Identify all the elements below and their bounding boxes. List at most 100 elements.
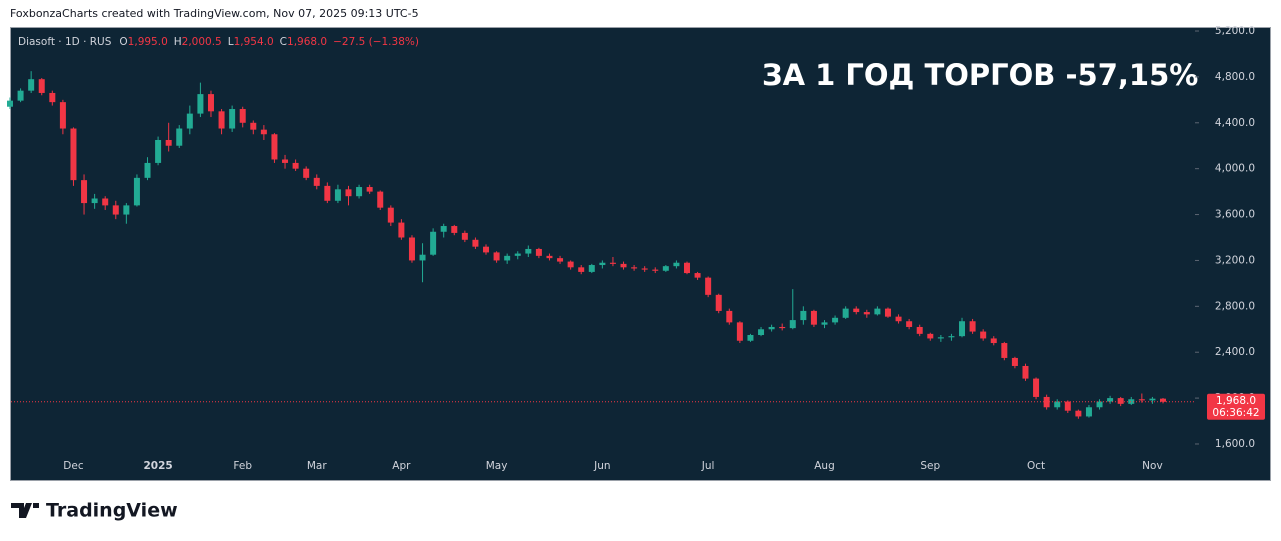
candle-body bbox=[239, 109, 246, 123]
candle-body bbox=[726, 310, 733, 323]
y-tick-label: 4,400.0 bbox=[1215, 117, 1255, 129]
ohlc-key: H bbox=[174, 36, 182, 48]
candle-body bbox=[736, 322, 743, 341]
candle-body bbox=[313, 177, 320, 186]
candle-body bbox=[197, 94, 204, 114]
candle-body bbox=[430, 231, 437, 255]
candle-body bbox=[631, 267, 638, 269]
candle-body bbox=[493, 252, 500, 261]
candle-body bbox=[472, 239, 479, 247]
candle-body bbox=[260, 129, 267, 135]
last-price-label: 1,968.0 bbox=[1216, 395, 1256, 407]
candle-body bbox=[271, 134, 278, 160]
countdown: 06:36:42 bbox=[1212, 407, 1259, 419]
candle-body bbox=[49, 92, 56, 103]
candle-body bbox=[990, 338, 997, 344]
candle-body bbox=[620, 263, 627, 268]
candle-body bbox=[874, 308, 881, 315]
x-tick-label: Nov bbox=[1142, 460, 1163, 472]
candle-body bbox=[578, 267, 585, 272]
candle-body bbox=[853, 308, 860, 313]
candle-body bbox=[789, 320, 796, 329]
candle-body bbox=[800, 310, 807, 321]
candle-body bbox=[1096, 401, 1103, 408]
candle-body bbox=[1022, 365, 1029, 379]
candle-body bbox=[810, 310, 817, 325]
candle-body bbox=[863, 312, 870, 315]
candle-body bbox=[546, 255, 553, 259]
x-tick-label: May bbox=[486, 460, 508, 472]
candle-body bbox=[112, 205, 119, 215]
candle-body bbox=[155, 139, 162, 163]
candle-body bbox=[535, 248, 542, 256]
x-tick-label: Mar bbox=[307, 460, 327, 472]
candle-body bbox=[588, 265, 595, 272]
x-tick-label: Jul bbox=[701, 460, 715, 472]
candle-body bbox=[832, 317, 839, 323]
candle-body bbox=[599, 262, 606, 266]
x-tick-label: Aug bbox=[814, 460, 835, 472]
candle-body bbox=[398, 222, 405, 238]
candle-body bbox=[514, 253, 521, 256]
x-tick-label: Apr bbox=[392, 460, 411, 472]
candle-body bbox=[884, 308, 891, 317]
candle-body bbox=[906, 321, 913, 327]
candle-body bbox=[324, 185, 331, 201]
candle-body bbox=[927, 333, 934, 339]
candle-body bbox=[641, 268, 648, 270]
candle-body bbox=[250, 122, 257, 130]
candle-body bbox=[59, 102, 66, 129]
x-tick-label: Jun bbox=[593, 460, 610, 472]
candle-body bbox=[483, 246, 490, 253]
credit: FoxbonzaCharts created with TradingView.… bbox=[10, 7, 419, 20]
ohlc-key: L bbox=[228, 36, 234, 48]
candle-body bbox=[81, 180, 88, 204]
annotation: ЗА 1 ГОД ТОРГОВ -57,15% bbox=[762, 58, 1198, 92]
candle-body bbox=[1107, 398, 1114, 402]
candle-body bbox=[218, 111, 225, 129]
candle-body bbox=[419, 254, 426, 261]
candle-body bbox=[7, 100, 13, 107]
y-tick-label: 4,000.0 bbox=[1215, 163, 1255, 175]
y-tick-label: 2,400.0 bbox=[1215, 346, 1255, 358]
candle-body bbox=[1149, 398, 1156, 401]
y-tick-label: 1,600.0 bbox=[1215, 438, 1255, 450]
candle-body bbox=[673, 262, 680, 267]
candle-body bbox=[123, 205, 130, 215]
candle-body bbox=[821, 322, 828, 325]
candle-body bbox=[895, 316, 902, 322]
candle-body bbox=[229, 109, 236, 129]
candle-body bbox=[1117, 398, 1124, 404]
candle-body bbox=[303, 168, 310, 178]
ohlc-key: C bbox=[280, 36, 287, 48]
candle-body bbox=[758, 329, 765, 336]
candle-body bbox=[186, 113, 193, 129]
candle-body bbox=[842, 308, 849, 318]
candle-body bbox=[504, 255, 511, 261]
candle-body bbox=[91, 198, 98, 204]
candle-body bbox=[356, 187, 363, 197]
candle-body bbox=[705, 277, 712, 295]
candle-body bbox=[440, 226, 447, 232]
candle-body bbox=[567, 261, 574, 268]
candle-body bbox=[377, 191, 384, 208]
candle-body bbox=[387, 207, 394, 223]
ohlc-key: O bbox=[119, 36, 127, 48]
candle-body bbox=[715, 294, 722, 311]
x-tick-label: Dec bbox=[63, 460, 84, 472]
candle-body bbox=[1011, 357, 1018, 366]
candle-body bbox=[207, 94, 214, 112]
candle-body bbox=[609, 262, 616, 264]
symbol: Diasoft · 1D · RUS bbox=[18, 36, 112, 48]
candle-body bbox=[662, 266, 669, 271]
last-price-box bbox=[1207, 393, 1265, 420]
candle-body bbox=[747, 335, 754, 341]
y-tick-label: 4,800.0 bbox=[1215, 71, 1255, 83]
candle-body bbox=[334, 189, 341, 201]
candle-body bbox=[1001, 343, 1008, 358]
candle-body bbox=[980, 331, 987, 339]
candle-body bbox=[451, 226, 458, 233]
candle-body bbox=[176, 128, 183, 146]
candle-body bbox=[102, 198, 109, 206]
